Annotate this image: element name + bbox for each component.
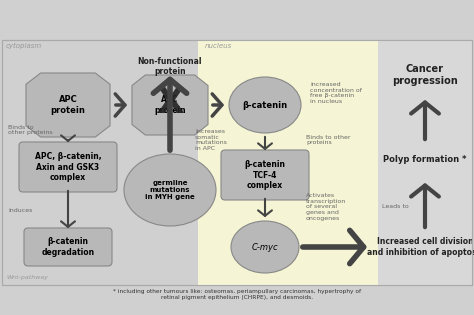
Text: Cancer
progression: Cancer progression: [392, 64, 458, 86]
FancyBboxPatch shape: [19, 142, 117, 192]
Text: increased
concentration of
free β-catenin
in nucleus: increased concentration of free β-cateni…: [310, 82, 362, 104]
Text: Increased cell division
and inhibition of apoptosis: Increased cell division and inhibition o…: [367, 237, 474, 257]
Text: induces: induces: [8, 208, 32, 213]
Text: Binds to other
proteins: Binds to other proteins: [306, 135, 350, 146]
Text: APC, β-catenin,
Axin and GSK3
complex: APC, β-catenin, Axin and GSK3 complex: [35, 152, 101, 182]
Text: cytoplasm: cytoplasm: [6, 43, 42, 49]
Polygon shape: [26, 73, 110, 137]
FancyBboxPatch shape: [221, 150, 309, 200]
Text: Leads to: Leads to: [382, 204, 409, 209]
Text: Polyp formation *: Polyp formation *: [383, 156, 467, 164]
Bar: [2, 40, 472, 285]
Text: Increases
somatic
mutations
in APC: Increases somatic mutations in APC: [195, 129, 227, 151]
Text: C-myc: C-myc: [252, 243, 278, 251]
Text: * including other tumours like: osteomas, periampullary carcinomas, hypertrophy : * including other tumours like: osteomas…: [113, 289, 361, 300]
Ellipse shape: [231, 221, 299, 273]
Text: Wnt-pathway: Wnt-pathway: [6, 275, 48, 280]
Text: Activates
transcription
of several
genes and
oncogenes: Activates transcription of several genes…: [306, 193, 346, 221]
Polygon shape: [132, 75, 208, 135]
Text: β-catenin
TCF-4
complex: β-catenin TCF-4 complex: [245, 160, 285, 190]
Text: APC
protein: APC protein: [51, 95, 85, 115]
Bar: [198, 40, 378, 285]
Ellipse shape: [229, 77, 301, 133]
Text: β-catenin
degradation: β-catenin degradation: [41, 237, 94, 257]
FancyBboxPatch shape: [24, 228, 112, 266]
Text: Non-functional
protein: Non-functional protein: [138, 57, 202, 77]
Text: β-catenin: β-catenin: [242, 100, 288, 110]
Bar: [2, 40, 472, 285]
Bar: [378, 40, 472, 285]
Text: X: X: [156, 86, 184, 120]
Text: germline
mutations
in MYH gene: germline mutations in MYH gene: [145, 180, 195, 200]
Text: Binds to
other proteins: Binds to other proteins: [8, 125, 53, 135]
Ellipse shape: [124, 154, 216, 226]
Text: nucleus: nucleus: [205, 43, 232, 49]
Text: APC
protein: APC protein: [154, 95, 186, 115]
